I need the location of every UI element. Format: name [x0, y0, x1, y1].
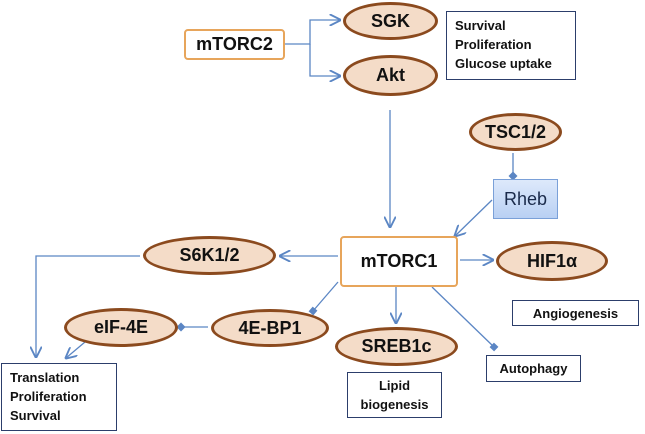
autophagy-label: Autophagy [499, 361, 568, 376]
translation-label: Translation [10, 370, 80, 385]
angiogenesis-label: Angiogenesis [532, 305, 619, 321]
edge-mtorc2-akt [309, 44, 340, 76]
survival-label: Survival [10, 408, 61, 423]
edge-mtorc2-sgk [285, 20, 340, 45]
s6k-node: S6K1/2 [143, 236, 276, 275]
edge-eif4e-translation [66, 341, 86, 358]
sgk-node: SGK [343, 2, 438, 40]
effect-proliferation: Proliferation [455, 37, 532, 52]
tsc-node: TSC1/2 [469, 113, 562, 151]
edge-rheb-mtorc1 [455, 199, 493, 236]
edge-mtorc1-autophagy [431, 286, 499, 352]
hif1a-node: HIF1α [496, 241, 608, 281]
edge-mtorc1-4ebp1 [308, 281, 339, 316]
mtorc2-effects-box: Survival Proliferation Glucose uptake [446, 11, 576, 80]
eif4e-node: eIF-4E [64, 308, 178, 347]
mtorc1-node: mTORC1 [340, 236, 458, 287]
translation-box: Translation Proliferation Survival [1, 363, 117, 431]
akt-node: Akt [343, 55, 438, 96]
autophagy-box: Autophagy [486, 355, 581, 382]
angiogenesis-box: Angiogenesis [512, 300, 639, 326]
effect-survival: Survival [455, 18, 506, 33]
edge-s6k-translation [36, 255, 140, 357]
sreb1c-node: SREB1c [335, 327, 458, 366]
4ebp1-node: 4E-BP1 [211, 309, 329, 347]
lipid-label: Lipid [378, 378, 411, 393]
lipid-biogenesis-box: Lipid biogenesis [347, 372, 442, 418]
mtorc2-node: mTORC2 [184, 29, 285, 60]
effect-glucose-uptake: Glucose uptake [455, 56, 552, 71]
rheb-node: Rheb [493, 179, 558, 219]
biogenesis-label: biogenesis [360, 397, 429, 412]
proliferation-label: Proliferation [10, 389, 87, 404]
